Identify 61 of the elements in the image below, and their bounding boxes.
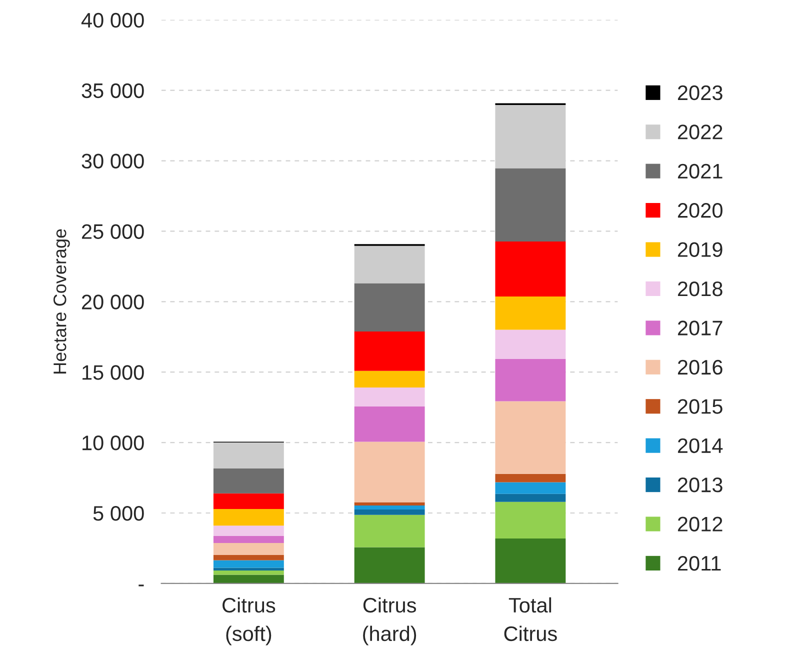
x-tick-label: Citrus (hard) — [363, 597, 416, 646]
legend-label: 2019 — [678, 242, 722, 258]
bar — [495, 502, 566, 538]
bar — [354, 370, 425, 388]
y-tick-label: - — [138, 584, 144, 586]
legend-label: 2023 — [678, 85, 722, 100]
bar — [213, 570, 284, 575]
bar — [213, 468, 284, 494]
bar — [213, 509, 284, 526]
legend-label: 2022 — [678, 124, 722, 140]
bar — [495, 538, 566, 584]
bar — [495, 296, 566, 330]
y-tick-label: 10 000 — [82, 436, 144, 450]
bar — [213, 554, 284, 560]
bar — [354, 246, 425, 284]
bar — [354, 387, 425, 406]
legend-label: 2018 — [678, 281, 722, 296]
legend-label: 2021 — [678, 164, 722, 179]
bar — [213, 568, 284, 570]
bar — [213, 493, 284, 510]
bar — [213, 536, 284, 544]
bar — [213, 526, 284, 536]
bar — [495, 330, 566, 360]
bar — [354, 332, 425, 371]
y-tick-label: 35 000 — [82, 83, 144, 98]
legend-label: 2014 — [678, 438, 723, 454]
bar — [354, 547, 425, 584]
legend-label: 2013 — [678, 478, 722, 492]
y-tick-label: 25 000 — [82, 224, 144, 239]
bar — [354, 406, 425, 442]
y-tick-label: 30 000 — [82, 154, 144, 169]
legend-label: 2016 — [678, 360, 722, 375]
legend-label: 2017 — [678, 320, 722, 336]
bar — [213, 574, 284, 584]
y-tick-label: 5 000 — [93, 506, 144, 521]
x-tick-label: Total Citrus — [504, 597, 557, 642]
bar — [495, 494, 566, 502]
bar — [354, 283, 425, 332]
bar — [495, 482, 566, 494]
y-tick-label: 15 000 — [82, 365, 144, 380]
bar — [495, 242, 566, 296]
legend-label: 2020 — [678, 203, 722, 218]
x-tick-label: Citrus (soft) — [222, 597, 276, 646]
bar — [354, 506, 425, 510]
y-tick-label: 20 000 — [82, 294, 144, 310]
bar — [495, 168, 566, 242]
bar — [213, 543, 284, 555]
y-axis-title: Hectare Coverage — [53, 229, 70, 374]
legend-label: 2012 — [678, 516, 722, 532]
bar — [495, 401, 566, 474]
bar — [213, 442, 284, 468]
bar — [354, 509, 425, 515]
bar — [213, 560, 284, 568]
bar — [354, 502, 425, 506]
bar — [354, 514, 425, 548]
bar — [495, 359, 566, 402]
bar — [495, 474, 566, 482]
y-tick-label: 40 000 — [81, 12, 144, 28]
legend-label: 2015 — [678, 399, 722, 414]
legend-label: 2011 — [678, 556, 721, 571]
bar — [354, 442, 425, 502]
